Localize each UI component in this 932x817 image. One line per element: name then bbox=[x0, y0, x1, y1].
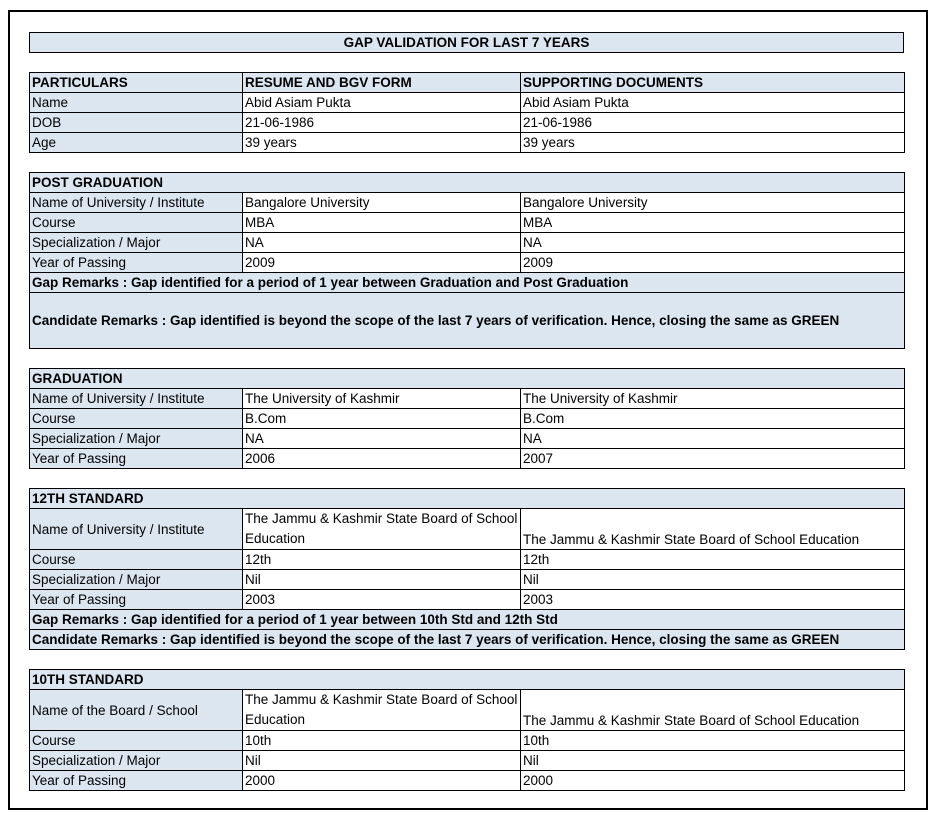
document-value: 2007 bbox=[519, 448, 906, 469]
row-label: DOB bbox=[29, 112, 243, 133]
row-label: Name of the Board / School bbox=[29, 689, 243, 731]
post-graduation-table: POST GRADUATION Name of University / Ins… bbox=[28, 172, 906, 349]
document-value: 2000 bbox=[519, 770, 906, 791]
resume-value: The Jammu & Kashmir State Board of Schoo… bbox=[242, 508, 521, 550]
resume-value: Bangalore University bbox=[242, 192, 521, 213]
header-row: PARTICULARS RESUME AND BGV FORM SUPPORTI… bbox=[29, 72, 905, 93]
resume-value: The Jammu & Kashmir State Board of Schoo… bbox=[242, 689, 521, 731]
table-row: Name of University / Institute The Jammu … bbox=[29, 508, 906, 550]
resume-value: NA bbox=[242, 232, 521, 253]
document-value: The Jammu & Kashmir State Board of Schoo… bbox=[519, 689, 906, 731]
title-table: GAP VALIDATION FOR LAST 7 YEARS bbox=[29, 32, 904, 53]
document-value: Abid Asiam Pukta bbox=[520, 92, 905, 113]
table-row: Specialization / Major Nil Nil bbox=[29, 569, 906, 590]
row-label: Specialization / Major bbox=[29, 428, 243, 449]
table-row: DOB 21-06-1986 21-06-1986 bbox=[29, 112, 905, 133]
resume-value: Nil bbox=[242, 569, 521, 590]
resume-value: 10th bbox=[242, 730, 521, 751]
row-label: Year of Passing bbox=[29, 770, 243, 791]
graduation-table: GRADUATION Name of University / Institut… bbox=[28, 368, 906, 469]
row-label: Course bbox=[29, 549, 243, 570]
document-frame bbox=[8, 10, 928, 810]
row-label: Course bbox=[29, 212, 243, 233]
column-header-resume: RESUME AND BGV FORM bbox=[242, 72, 521, 93]
document-value: 12th bbox=[519, 549, 906, 570]
document-value: Bangalore University bbox=[519, 192, 906, 213]
document-value: B.Com bbox=[519, 408, 906, 429]
document-value: Nil bbox=[519, 569, 906, 590]
tenth-standard-table: 10TH STANDARD Name of the Board / School… bbox=[28, 669, 906, 791]
twelfth-standard-table: 12TH STANDARD Name of University / Insti… bbox=[28, 488, 906, 650]
candidate-remarks: Candidate Remarks : Gap identified is be… bbox=[28, 629, 906, 650]
row-label: Specialization / Major bbox=[29, 750, 243, 771]
section-heading: 12TH STANDARD bbox=[28, 488, 906, 509]
table-row: Year of Passing 2000 2000 bbox=[29, 770, 906, 791]
table-row: Course 10th 10th bbox=[29, 730, 906, 751]
table-row: Year of Passing 2003 2003 bbox=[29, 589, 906, 610]
row-label: Course bbox=[29, 730, 243, 751]
resume-value: 2009 bbox=[242, 252, 521, 273]
resume-value: 12th bbox=[242, 549, 521, 570]
particulars-table: PARTICULARS RESUME AND BGV FORM SUPPORTI… bbox=[29, 72, 905, 153]
row-label: Age bbox=[29, 132, 243, 153]
document-value: Nil bbox=[519, 750, 906, 771]
document-value: MBA bbox=[519, 212, 906, 233]
row-label: Year of Passing bbox=[29, 448, 243, 469]
column-header-particulars: PARTICULARS bbox=[29, 72, 243, 93]
table-row: Specialization / Major NA NA bbox=[29, 232, 906, 253]
document-value: 21-06-1986 bbox=[520, 112, 905, 133]
table-row: Course B.Com B.Com bbox=[29, 408, 906, 429]
row-label: Specialization / Major bbox=[29, 232, 243, 253]
document-value: The University of Kashmir bbox=[519, 388, 906, 409]
resume-value: 2006 bbox=[242, 448, 521, 469]
table-row: Year of Passing 2009 2009 bbox=[29, 252, 906, 273]
gap-remarks: Gap Remarks : Gap identified for a perio… bbox=[28, 272, 906, 293]
resume-value: The University of Kashmir bbox=[242, 388, 521, 409]
row-label: Name bbox=[29, 92, 243, 113]
section-heading: GRADUATION bbox=[28, 368, 906, 389]
resume-value: B.Com bbox=[242, 408, 521, 429]
section-heading: POST GRADUATION bbox=[28, 172, 906, 193]
candidate-remarks: Candidate Remarks : Gap identified is be… bbox=[28, 292, 906, 349]
table-row: Name of the Board / School The Jammu & Ka… bbox=[29, 689, 906, 731]
document-value: 2003 bbox=[519, 589, 906, 610]
gap-remarks: Gap Remarks : Gap identified for a perio… bbox=[28, 609, 906, 630]
table-row: Name of University / Institute Bangalore … bbox=[29, 192, 906, 213]
table-row: Course MBA MBA bbox=[29, 212, 906, 233]
column-header-documents: SUPPORTING DOCUMENTS bbox=[520, 72, 905, 93]
row-label: Name of University / Institute bbox=[29, 508, 243, 550]
table-row: Name Abid Asiam Pukta Abid Asiam Pukta bbox=[29, 92, 905, 113]
table-row: Name of University / Institute The Univer… bbox=[29, 388, 906, 409]
row-label: Name of University / Institute bbox=[29, 388, 243, 409]
document-value: 10th bbox=[519, 730, 906, 751]
resume-value: 39 years bbox=[242, 132, 521, 153]
row-label: Year of Passing bbox=[29, 252, 243, 273]
page-title: GAP VALIDATION FOR LAST 7 YEARS bbox=[29, 32, 904, 53]
row-label: Year of Passing bbox=[29, 589, 243, 610]
row-label: Specialization / Major bbox=[29, 569, 243, 590]
table-row: Specialization / Major Nil Nil bbox=[29, 750, 906, 771]
resume-value: NA bbox=[242, 428, 521, 449]
table-row: Specialization / Major NA NA bbox=[29, 428, 906, 449]
table-row: Age 39 years 39 years bbox=[29, 132, 905, 153]
resume-value: 2003 bbox=[242, 589, 521, 610]
document-value: NA bbox=[519, 428, 906, 449]
table-row: Course 12th 12th bbox=[29, 549, 906, 570]
section-heading: 10TH STANDARD bbox=[28, 669, 906, 690]
row-label: Name of University / Institute bbox=[29, 192, 243, 213]
document-value: NA bbox=[519, 232, 906, 253]
document-value: 2009 bbox=[519, 252, 906, 273]
resume-value: 2000 bbox=[242, 770, 521, 791]
resume-value: Abid Asiam Pukta bbox=[242, 92, 521, 113]
table-row: Year of Passing 2006 2007 bbox=[29, 448, 906, 469]
document-value: 39 years bbox=[520, 132, 905, 153]
resume-value: 21-06-1986 bbox=[242, 112, 521, 133]
resume-value: MBA bbox=[242, 212, 521, 233]
row-label: Course bbox=[29, 408, 243, 429]
resume-value: Nil bbox=[242, 750, 521, 771]
document-value: The Jammu & Kashmir State Board of Schoo… bbox=[519, 508, 906, 550]
